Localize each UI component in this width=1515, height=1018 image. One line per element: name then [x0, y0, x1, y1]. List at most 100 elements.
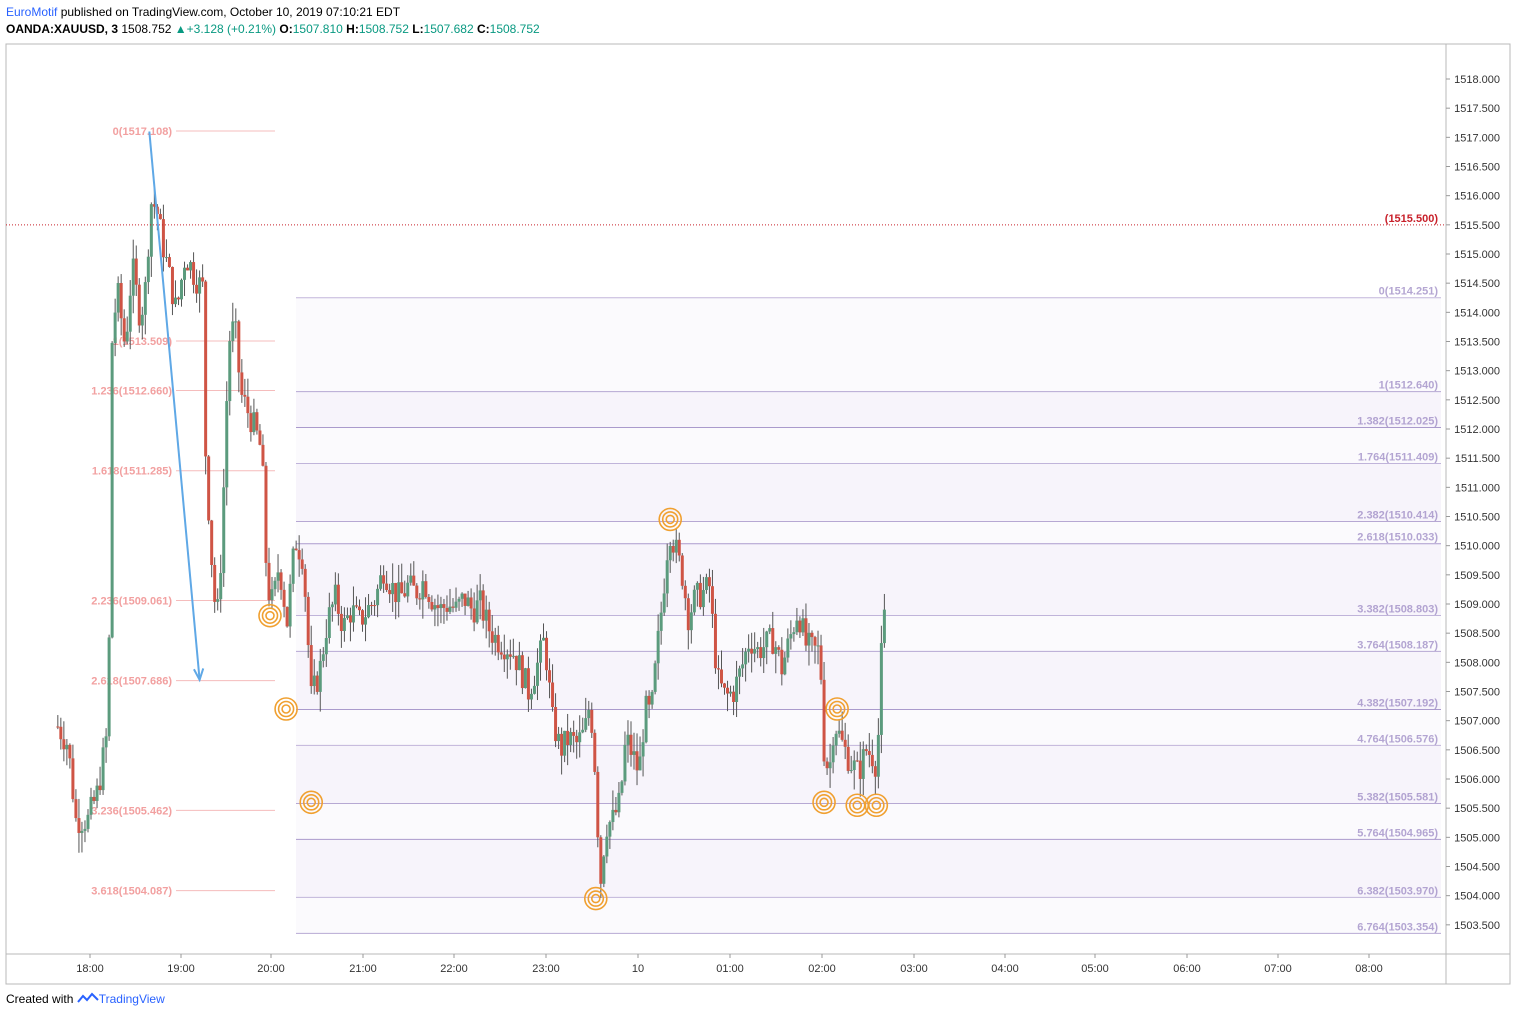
drawings[interactable]: (1515.500): [6, 131, 1446, 911]
target-circle-icon: [274, 697, 298, 721]
price-change: +3.128 (+0.21%): [186, 22, 277, 36]
candle-body: [276, 572, 280, 581]
candle-body: [388, 590, 392, 595]
candle-body: [415, 585, 419, 599]
candle-body: [608, 822, 612, 837]
candle-body: [701, 590, 705, 608]
candle-body: [354, 605, 358, 607]
candle-body: [361, 610, 365, 625]
time-tick-label: 04:00: [991, 963, 1019, 975]
author-link[interactable]: EuroMotif: [6, 5, 58, 19]
candle-body: [665, 560, 669, 594]
candle-body: [864, 749, 868, 752]
candle-body: [270, 589, 274, 601]
candle-body: [164, 257, 168, 259]
candle-body: [56, 726, 60, 728]
candle-body: [602, 856, 606, 884]
candle-body: [318, 660, 322, 692]
target-ring: [274, 697, 298, 721]
candle-body: [330, 604, 334, 608]
candle-body: [382, 575, 386, 584]
candle-body: [831, 745, 835, 763]
candle-body: [309, 645, 313, 687]
candle-body: [249, 413, 253, 433]
candle-body: [143, 282, 147, 315]
price-tick-label: 1517.000: [1454, 132, 1500, 144]
target-circle-icon: [658, 507, 683, 532]
price-tick-label: 1510.000: [1454, 541, 1500, 553]
candle-body: [662, 593, 666, 613]
fib2-level-label: 3.764(1508.187): [1357, 639, 1438, 651]
fib2-level-label: 0(1514.251): [1379, 286, 1439, 298]
fib1-level-label: 3.236(1505.462): [91, 805, 172, 817]
candle-body: [173, 297, 177, 305]
candle-body: [514, 655, 518, 671]
tradingview-brand[interactable]: TradingView: [98, 992, 165, 1006]
target-ring: [302, 794, 320, 811]
candle-body: [674, 539, 678, 553]
price-tick-label: 1515.500: [1454, 220, 1500, 232]
fib2-band: [296, 463, 1441, 522]
candle-body: [756, 647, 760, 650]
candle-body: [819, 645, 823, 680]
candle-body: [493, 634, 497, 643]
target-ring: [258, 603, 282, 628]
target-ring: [265, 610, 275, 621]
candle-body: [210, 520, 214, 565]
candle-body: [222, 487, 226, 574]
candle-body: [650, 691, 654, 705]
candle-body: [653, 663, 657, 692]
candle-body: [122, 318, 126, 342]
price-tick-label: 1505.500: [1454, 803, 1500, 815]
candle-body: [508, 654, 512, 657]
fib2-band: [296, 745, 1441, 804]
candle-body: [647, 695, 651, 705]
candle-body: [430, 601, 434, 610]
target-circle-icon: [299, 790, 324, 815]
candle-body: [83, 828, 87, 831]
fib2-band: [296, 543, 1441, 616]
price-tick-label: 1504.000: [1454, 891, 1500, 903]
candle-body: [198, 277, 202, 294]
candle-body: [294, 548, 298, 551]
candle-body: [258, 430, 262, 445]
time-tick-label: 07:00: [1264, 963, 1292, 975]
candle-body: [68, 744, 72, 759]
price-tick-label: 1506.500: [1454, 745, 1500, 757]
candle-body: [729, 691, 733, 694]
candle-body: [644, 695, 648, 743]
low-value: 1507.682: [423, 22, 474, 36]
candle-body: [753, 649, 757, 654]
candle-body: [575, 735, 579, 743]
candle-body: [445, 607, 449, 612]
candle-body: [397, 582, 401, 603]
candle-body: [747, 648, 751, 652]
time-tick-label: 23:00: [532, 963, 560, 975]
time-tick-label: 02:00: [808, 963, 836, 975]
target-ring: [661, 511, 679, 528]
candle-body: [629, 734, 633, 755]
candle-body: [777, 647, 781, 650]
published-text: published on TradingView.com, October 10…: [60, 5, 401, 19]
price-tick-label: 1505.000: [1454, 832, 1500, 844]
candle-body: [264, 465, 268, 563]
close-value: 1508.752: [489, 22, 540, 36]
quote-line: OANDA:XAUUSD, 3 1508.752 ▲+3.128 (+0.21%…: [6, 21, 540, 38]
candle-body: [213, 564, 217, 602]
candle-body: [324, 637, 328, 655]
candle-body: [659, 612, 663, 631]
candle-body: [783, 657, 787, 675]
candle-body: [255, 412, 259, 431]
candle-body: [716, 668, 720, 670]
price-chart[interactable]: 0(1514.251) 1(1512.640) 1.382(1512.025) 1.7…: [0, 0, 1515, 990]
price-tick-label: 1518.000: [1454, 74, 1500, 86]
candle-body: [698, 582, 702, 608]
price-tick-label: 1511.000: [1455, 482, 1500, 494]
tradingview-logo-icon[interactable]: [76, 992, 99, 1007]
candle-body: [520, 655, 524, 689]
candle-body: [704, 577, 708, 591]
price-tick-label: 1508.000: [1454, 657, 1500, 669]
arrow-head-icon: [193, 668, 205, 683]
candle-body: [74, 799, 78, 819]
fib-extension-levels[interactable]: 0(1514.251) 1(1512.640) 1.382(1512.025) 1.7…: [91, 126, 1441, 934]
